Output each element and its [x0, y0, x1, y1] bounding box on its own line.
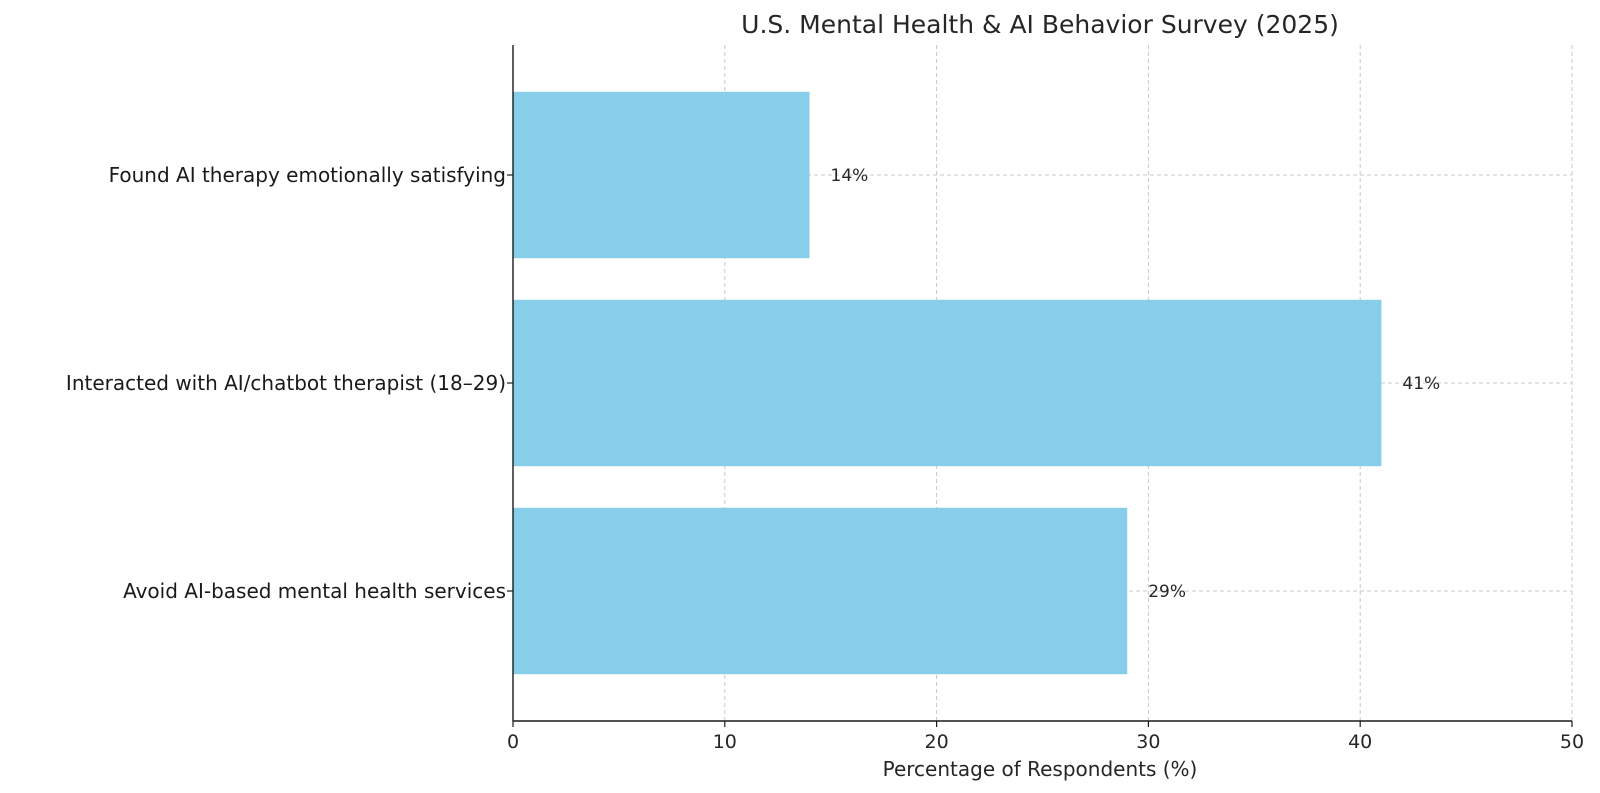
bar-2 — [513, 507, 1128, 675]
bar-1 — [513, 299, 1382, 467]
y-tick-label-1: Interacted with AI/chatbot therapist (18… — [66, 371, 506, 395]
y-tick-label-0: Found AI therapy emotionally satisfying — [109, 163, 506, 187]
x-axis-ticks: 0 10 20 30 40 50 — [507, 721, 1584, 753]
x-axis-label: Percentage of Respondents (%) — [883, 757, 1198, 781]
x-tick-label-0: 0 — [507, 731, 519, 753]
x-tick-label-50: 50 — [1560, 731, 1584, 753]
data-label-0: 14% — [831, 166, 869, 186]
x-tick-label-10: 10 — [713, 731, 737, 753]
data-label-2: 29% — [1148, 582, 1186, 602]
chart-title: U.S. Mental Health & AI Behavior Survey … — [741, 10, 1339, 39]
data-labels: 14% 41% 29% — [831, 166, 1441, 602]
data-label-1: 41% — [1402, 374, 1440, 394]
x-tick-label-20: 20 — [925, 731, 949, 753]
x-tick-label-40: 40 — [1348, 731, 1372, 753]
y-tick-label-2: Avoid AI-based mental health services — [123, 579, 506, 603]
bar-0 — [513, 91, 810, 259]
x-tick-label-30: 30 — [1136, 731, 1160, 753]
y-axis-ticks: Found AI therapy emotionally satisfying I… — [66, 163, 513, 603]
bars — [513, 91, 1382, 675]
